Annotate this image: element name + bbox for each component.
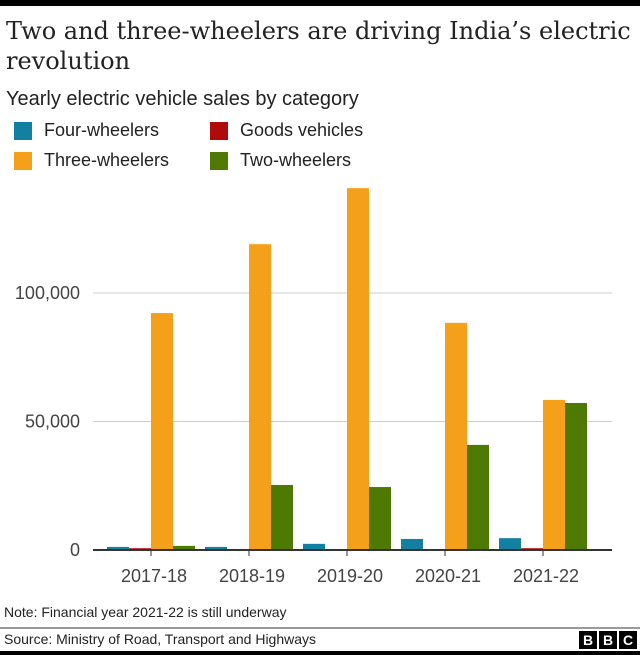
- legend-swatch: [14, 121, 32, 140]
- bar-four-wheelers: [303, 543, 325, 550]
- y-tick-label: 50,000: [25, 412, 80, 432]
- x-tick-label: 2017-18: [121, 566, 187, 586]
- top-bar: [0, 0, 640, 6]
- bar-four-wheelers: [499, 538, 521, 550]
- divider: [0, 627, 640, 629]
- legend-swatch: [210, 151, 228, 170]
- legend-swatch: [210, 121, 228, 140]
- legend-label: Goods vehicles: [240, 120, 364, 140]
- y-tick-label: 100,000: [15, 283, 80, 303]
- legend-item-goods-vehicles: Goods vehicles: [210, 120, 363, 141]
- note: Note: Financial year 2021-22 is still un…: [4, 604, 287, 620]
- bar-four-wheelers: [401, 538, 423, 550]
- chart-title: Two and three-wheelers are driving India…: [6, 17, 631, 75]
- legend-swatch: [14, 151, 32, 170]
- legend-item-two-wheelers: Two-wheelers: [210, 150, 351, 171]
- x-tick-label: 2018-19: [219, 566, 285, 586]
- source: Source: Ministry of Road, Transport and …: [4, 631, 317, 647]
- legend-label: Two-wheelers: [240, 150, 352, 170]
- x-tick-label: 2019-20: [317, 566, 383, 586]
- y-tick-label: 0: [70, 540, 80, 560]
- bar-three-wheelers: [249, 244, 271, 551]
- bar-four-wheelers: [205, 546, 227, 550]
- bar-three-wheelers: [543, 399, 565, 550]
- x-tick-label: 2021-22: [513, 566, 579, 586]
- legend-label: Three-wheelers: [44, 150, 170, 170]
- chart-subtitle: Yearly electric vehicle sales by categor…: [6, 88, 359, 110]
- bar-three-wheelers: [347, 188, 369, 551]
- x-tick-label: 2020-21: [415, 566, 481, 586]
- bar-four-wheelers: [107, 546, 129, 550]
- bar-chart: 0 50,000 100,000 2017-18 2018-19 2019-20 2020-…: [15, 188, 612, 586]
- legend-item-three-wheelers: Three-wheelers: [14, 150, 169, 171]
- legend-item-four-wheelers: Four-wheelers: [14, 120, 159, 141]
- legend-label: Four-wheelers: [44, 120, 160, 140]
- bar-two-wheelers: [565, 402, 587, 550]
- bar-three-wheelers: [445, 322, 467, 550]
- bar-two-wheelers: [271, 484, 293, 550]
- bar-three-wheelers: [151, 313, 173, 550]
- bar-two-wheelers: [467, 444, 489, 550]
- bar-two-wheelers: [173, 545, 195, 550]
- bottom-bar: [0, 651, 640, 655]
- bar-two-wheelers: [369, 487, 391, 550]
